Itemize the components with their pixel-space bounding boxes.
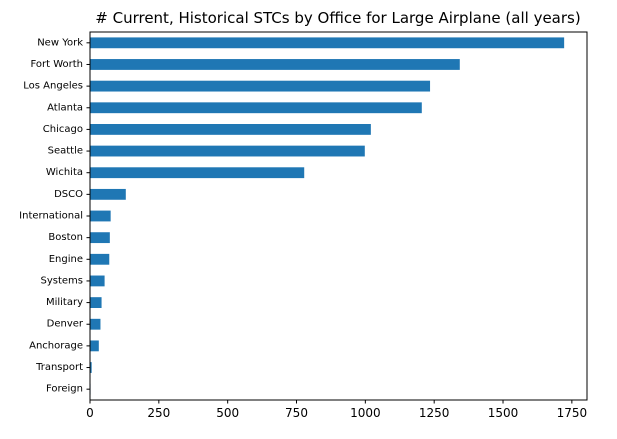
bar-wichita (90, 167, 305, 179)
y-tick-label: Transport (35, 362, 83, 373)
y-tick-label: Denver (47, 319, 84, 330)
y-tick-label: Wichita (46, 167, 83, 178)
x-tick-label: 1750 (557, 406, 588, 420)
x-tick-label: 250 (147, 406, 170, 420)
bar-denver (90, 318, 101, 330)
x-tick-label: 0 (86, 406, 94, 420)
x-tick-label: 1500 (488, 406, 519, 420)
bar-atlanta (90, 102, 422, 114)
bar-engine (90, 253, 110, 265)
bar-seattle (90, 145, 365, 157)
y-tick-label: Military (46, 297, 83, 308)
bar-international (90, 210, 111, 222)
y-tick-label: Anchorage (29, 340, 83, 351)
y-tick-label: Chicago (43, 124, 83, 135)
bar-systems (90, 275, 105, 287)
x-tick-label: 750 (285, 406, 308, 420)
x-axis: 0 250 500 750 1000 1250 1500 1750 (86, 400, 587, 420)
y-tick-label: Foreign (46, 384, 83, 395)
bar-los-angeles (90, 80, 431, 92)
y-tick-label: International (19, 211, 83, 222)
bars-group (90, 37, 565, 395)
x-tick-label: 1250 (419, 406, 450, 420)
bar-boston (90, 232, 110, 244)
y-tick-label: Engine (49, 254, 83, 265)
y-tick-label: Fort Worth (30, 59, 83, 70)
bar-chicago (90, 124, 371, 135)
y-tick-label: Los Angeles (23, 81, 83, 92)
y-tick-label: Atlanta (47, 102, 83, 113)
x-tick-label: 500 (216, 406, 239, 420)
plot-frame (89, 31, 588, 401)
y-tick-label: Boston (48, 232, 83, 243)
chart-title: # Current, Historical STCs by Office for… (95, 9, 580, 27)
bar-military (90, 297, 102, 308)
bar-new-york (90, 37, 565, 49)
bar-transport (90, 362, 92, 373)
y-tick-label: DSCO (54, 189, 83, 200)
x-tick-label: 1000 (350, 406, 381, 420)
bar-dsco (90, 188, 126, 200)
bar-anchorage (90, 340, 99, 352)
y-tick-label: Systems (41, 275, 84, 286)
y-tick-label: New York (37, 37, 83, 48)
y-tick-label: Seattle (48, 146, 83, 157)
bar-fort-worth (90, 59, 460, 70)
y-axis: New York Fort Worth Los Angeles Atlanta Chic… (19, 37, 90, 395)
